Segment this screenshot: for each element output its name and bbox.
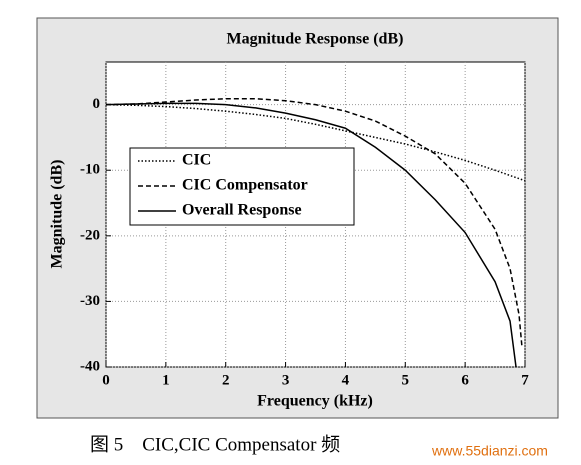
x-tick-label: 4 (342, 372, 350, 388)
x-tick-label: 5 (402, 372, 410, 388)
y-tick-label: -30 (80, 293, 100, 309)
legend-label: CIC (182, 152, 211, 169)
x-tick-label: 0 (102, 372, 110, 388)
legend-label: Overall Response (182, 202, 302, 219)
x-tick-label: 2 (222, 372, 230, 388)
caption: 图 5 CIC,CIC Compensator 频 (90, 433, 340, 455)
x-tick-label: 1 (162, 372, 170, 388)
x-tick-label: 6 (461, 372, 469, 388)
y-axis-label: Magnitude (dB) (49, 160, 66, 269)
series-line (105, 97, 523, 348)
y-tick-label: 0 (93, 96, 101, 112)
series-line (105, 103, 526, 182)
y-tick-label: -20 (80, 227, 100, 243)
x-tick-label: 7 (521, 372, 529, 388)
watermark: www.55dianzi.com (431, 443, 548, 459)
x-axis-label: Frequency (kHz) (257, 393, 373, 410)
y-tick-label: -40 (80, 358, 100, 374)
legend-label: CIC Compensator (182, 177, 308, 194)
x-tick-label: 3 (282, 372, 290, 388)
y-tick-label: -10 (80, 162, 100, 178)
series-line (105, 102, 517, 368)
chart-title: Magnitude Response (dB) (227, 31, 404, 48)
